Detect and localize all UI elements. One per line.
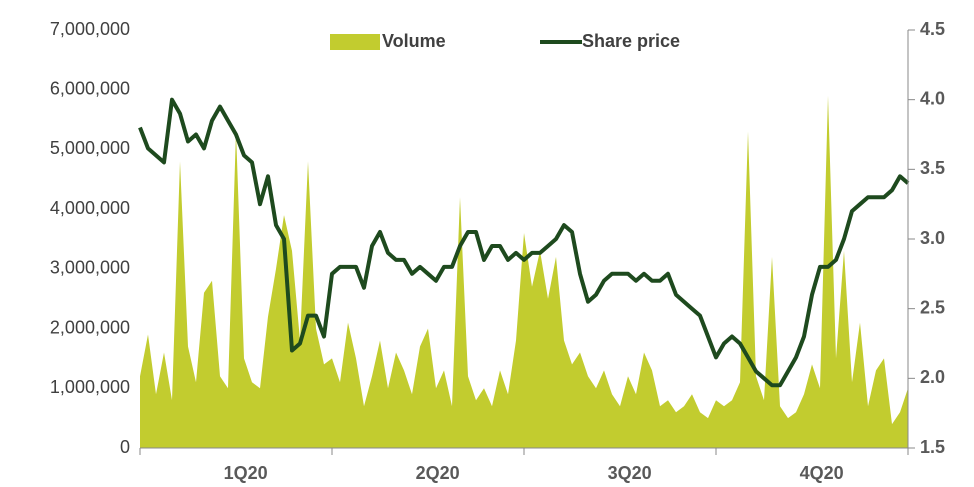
- y2-tick-label: 4.0: [920, 88, 945, 108]
- volume-area: [140, 95, 908, 448]
- y2-tick-label: 3.5: [920, 158, 945, 178]
- y-tick-label: 2,000,000: [50, 317, 130, 337]
- y-tick-label: 1,000,000: [50, 377, 130, 397]
- x-tick-label: 1Q20: [224, 463, 268, 483]
- legend-label: Volume: [382, 31, 446, 51]
- x-tick-label: 2Q20: [416, 463, 460, 483]
- y2-tick-label: 3.0: [920, 228, 945, 248]
- y-tick-label: 0: [120, 437, 130, 457]
- y2-tick-label: 2.5: [920, 297, 945, 317]
- y-tick-label: 6,000,000: [50, 78, 130, 98]
- y2-tick-label: 1.5: [920, 437, 945, 457]
- x-tick-label: 4Q20: [800, 463, 844, 483]
- price-line: [138, 97, 910, 388]
- y2-tick-label: 2.0: [920, 367, 945, 387]
- legend-swatch: [330, 34, 380, 50]
- y-tick-label: 5,000,000: [50, 138, 130, 158]
- y2-tick-label: 4.5: [920, 19, 945, 39]
- x-tick-label: 3Q20: [608, 463, 652, 483]
- y-tick-label: 3,000,000: [50, 258, 130, 278]
- y-tick-label: 7,000,000: [50, 19, 130, 39]
- y-tick-label: 4,000,000: [50, 198, 130, 218]
- legend-label: Share price: [582, 31, 680, 51]
